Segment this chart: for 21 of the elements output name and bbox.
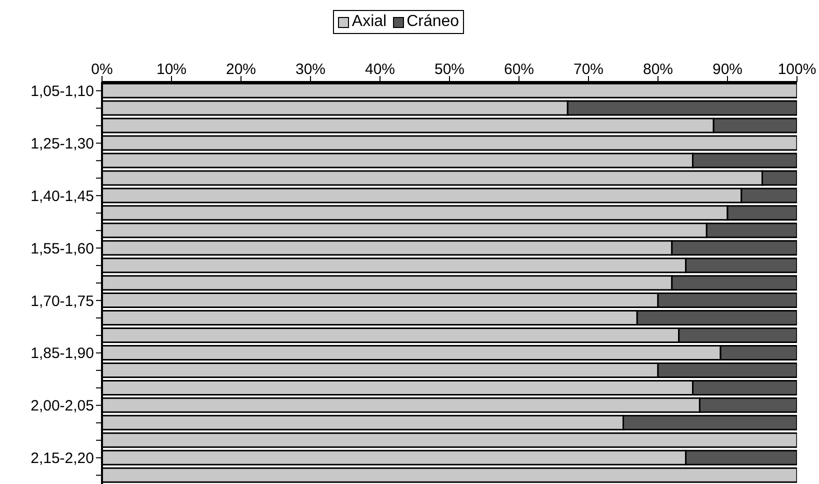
y-tick-label: 1,05-1,10 xyxy=(30,83,94,100)
x-tick-label: 10% xyxy=(156,61,187,78)
y-tick-label: 1,85-1,90 xyxy=(30,345,94,362)
x-tick-label: 70% xyxy=(573,61,604,78)
y-tick-label: 2,00-2,05 xyxy=(30,398,94,415)
x-tick-label: 30% xyxy=(295,61,326,78)
x-tick-label: 60% xyxy=(504,61,534,78)
x-tick-label: 50% xyxy=(434,61,465,78)
y-tick-label: 1,70-1,75 xyxy=(30,292,94,310)
x-tick-label: 20% xyxy=(226,61,256,78)
x-tick-label: 40% xyxy=(364,61,396,78)
legend-label: Axial xyxy=(350,13,387,31)
x-tick-label: 100% xyxy=(778,61,816,78)
y-tick-label: 1,55-1,60 xyxy=(30,240,94,258)
legend-label: Cráneo xyxy=(406,13,460,31)
x-tick-label: 0% xyxy=(91,61,113,78)
y-tick-label: 2,15-2,20 xyxy=(30,450,94,468)
x-tick-label: 80% xyxy=(642,61,674,78)
y-tick-label: 1,25-1,30 xyxy=(30,136,94,152)
x-tick-label: 90% xyxy=(712,61,743,78)
y-tick-label: 1,40-1,45 xyxy=(30,188,94,205)
